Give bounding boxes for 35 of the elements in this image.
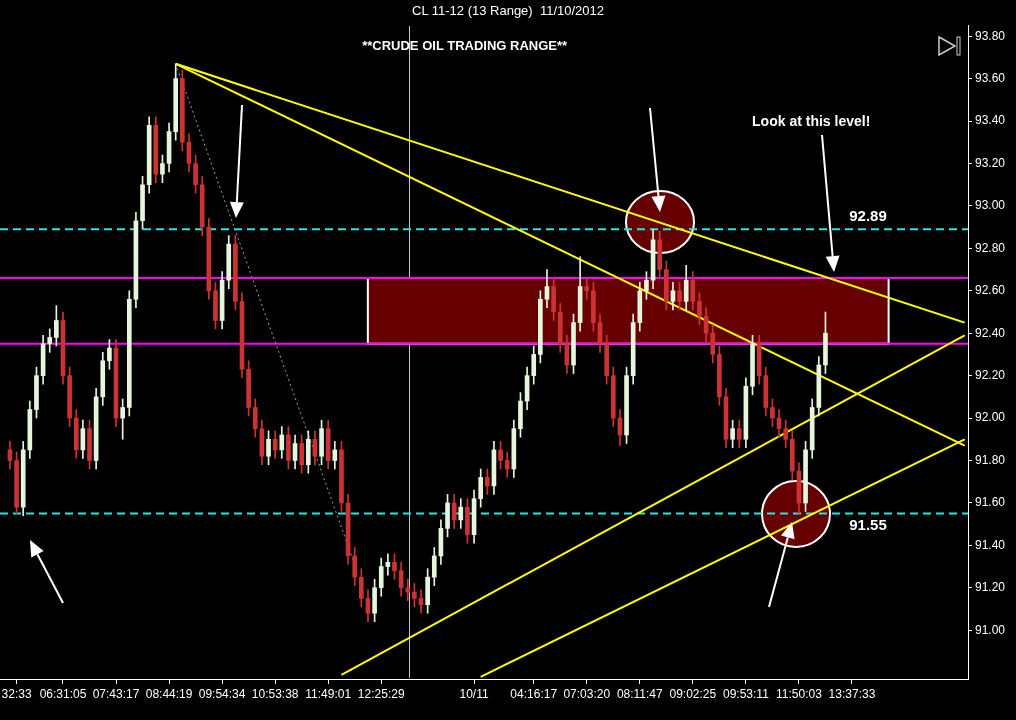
y-tick-label: 93.00 — [975, 198, 1006, 213]
y-tick-label: 91.40 — [975, 537, 1006, 552]
y-tick-label: 92.40 — [975, 325, 1006, 340]
y-tick-label: 92.00 — [975, 410, 1006, 425]
x-tick-label: 07:43:17 — [92, 686, 140, 701]
y-tick-label: 93.20 — [975, 155, 1006, 170]
y-tick-label: 91.20 — [975, 580, 1006, 595]
ref-line-label: 92.89 — [849, 206, 887, 224]
x-tick-label: 09:53:11 — [722, 686, 770, 701]
x-tick-label: 10/11 — [459, 686, 489, 701]
x-tick-label: 11:49:01 — [305, 686, 352, 701]
y-tick-label: 92.20 — [975, 367, 1006, 382]
x-tick-label: 32:33 — [1, 686, 32, 701]
x-tick-label: 11:50:03 — [776, 686, 823, 701]
chart-title: CL 11-12 (13 Range) 11/10/2012 — [411, 3, 605, 19]
x-tick-label: 04:16:17 — [510, 686, 558, 701]
x-tick-label: 07:03:20 — [563, 686, 611, 701]
y-tick-label: 91.00 — [975, 622, 1006, 637]
y-tick-label: 93.40 — [975, 113, 1006, 128]
annotation: Look at this level! — [752, 113, 871, 130]
x-tick-label: 08:44:19 — [145, 686, 193, 701]
y-tick-label: 93.80 — [975, 28, 1006, 43]
y-tick-label: 92.60 — [975, 283, 1006, 298]
y-tick-label: 93.60 — [975, 70, 1006, 85]
y-tick-label: 91.80 — [975, 452, 1006, 467]
ref-line-label: 91.55 — [849, 516, 887, 534]
y-tick-label: 92.80 — [975, 240, 1006, 255]
x-tick-label: 13:37:33 — [828, 686, 876, 701]
x-tick-label: 12:25:29 — [357, 686, 405, 701]
x-tick-label: 10:53:38 — [251, 686, 299, 701]
x-tick-label: 06:31:05 — [39, 686, 87, 701]
x-tick-label: 08:11:47 — [616, 686, 664, 701]
x-tick-label: 09:54:34 — [198, 686, 246, 701]
y-tick-label: 91.60 — [975, 495, 1006, 510]
x-tick-label: 09:02:25 — [669, 686, 717, 701]
